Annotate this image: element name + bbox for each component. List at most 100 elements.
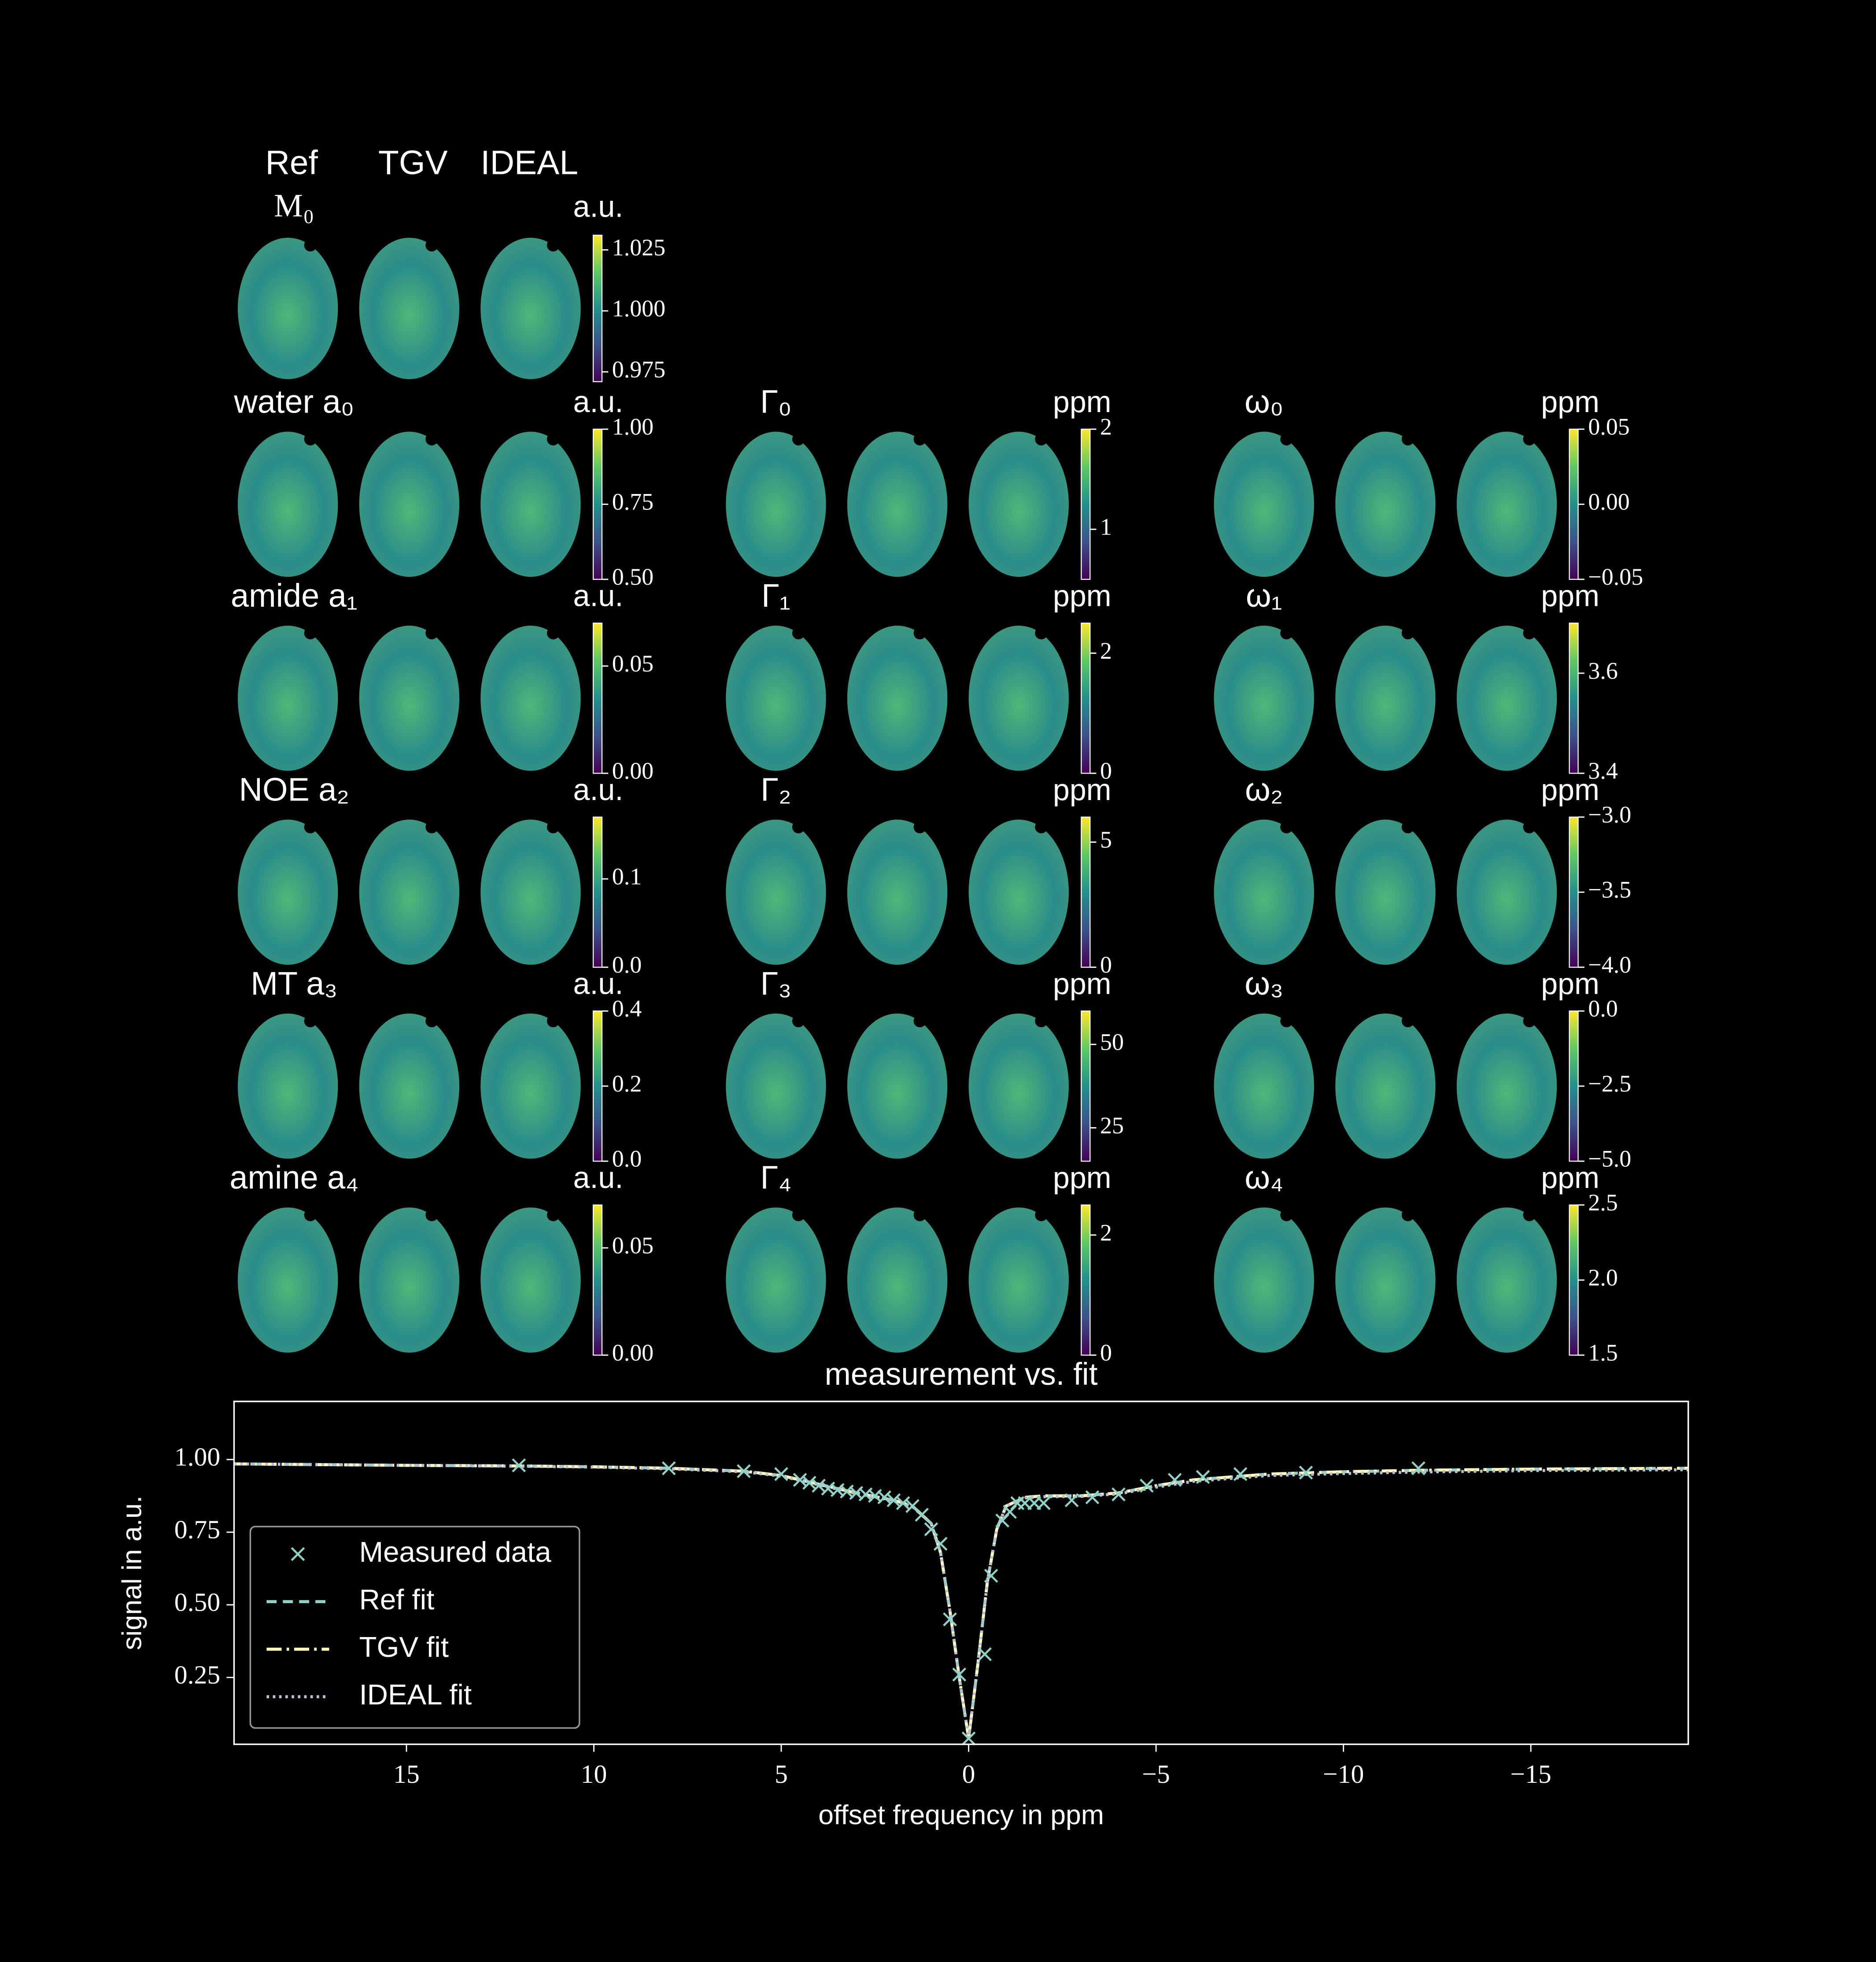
brain-map (968, 625, 1069, 771)
brain-notch (304, 239, 317, 252)
marker-stroke (1064, 1493, 1079, 1508)
map-title: amine a₄ (229, 1159, 358, 1195)
colorbar-tick-label: −5.0 (1588, 1146, 1631, 1172)
colorbar (1081, 428, 1091, 580)
map-unit: ppm (1541, 773, 1599, 807)
colorbar (1081, 1011, 1091, 1162)
colorbar (1569, 816, 1579, 968)
brain-map (237, 1013, 338, 1159)
brain-map (726, 1207, 826, 1353)
colorbar-tick-label: −3.0 (1588, 801, 1631, 828)
brain-map (968, 431, 1069, 577)
data-point (978, 1647, 992, 1661)
data-point (661, 1461, 676, 1475)
brain-map (480, 625, 581, 771)
colorbar-tick-label: 0.75 (612, 489, 654, 515)
chart-title: measurement vs. fit (825, 1357, 1098, 1392)
marker-stroke (886, 1493, 901, 1508)
colorbar (592, 428, 603, 580)
brain-map (1456, 625, 1557, 771)
marker-stroke (1085, 1490, 1100, 1505)
data-point (1233, 1467, 1248, 1481)
brain-notch (1280, 433, 1293, 446)
data-point (1036, 1496, 1051, 1510)
marker-stroke (793, 1473, 807, 1487)
colorbar-tick-label: 0.2 (612, 1070, 642, 1097)
brain-notch (425, 433, 438, 446)
brain-map (847, 625, 948, 771)
brain-map (1335, 1013, 1436, 1159)
map-title: M₀ (274, 188, 314, 224)
map-title: Γ₁ (761, 577, 790, 614)
data-point (774, 1467, 788, 1481)
map-unit: a.u. (573, 967, 624, 1000)
brain-notch (1523, 821, 1536, 833)
brain-map (237, 1207, 338, 1353)
map-unit: ppm (1541, 385, 1599, 419)
marker-stroke (1196, 1470, 1210, 1484)
data-point (737, 1464, 751, 1479)
brain-notch (1035, 821, 1048, 833)
x-tick-label: 15 (393, 1759, 420, 1789)
marker-stroke (1299, 1465, 1313, 1480)
colorbar (592, 816, 603, 968)
colorbar (1569, 623, 1579, 774)
brain-notch (1523, 1014, 1536, 1028)
data-point (812, 1479, 826, 1493)
column-header: TGV (378, 144, 448, 181)
marker-stroke (952, 1667, 967, 1682)
brain-map (1214, 431, 1314, 577)
brain-map (1456, 1207, 1557, 1353)
map-title: MT a₃ (251, 965, 337, 1002)
map-unit: ppm (1053, 1161, 1112, 1195)
brain-notch (913, 821, 927, 833)
brain-notch (913, 433, 927, 446)
data-point (802, 1475, 816, 1490)
map-title: NOE a₂ (239, 771, 349, 808)
colorbar-tick-label: 2 (1100, 1219, 1112, 1246)
marker-stroke (984, 1568, 998, 1583)
brain-map (1456, 431, 1557, 577)
data-point (915, 1508, 929, 1522)
brain-notch (1280, 627, 1293, 640)
colorbar (592, 623, 603, 774)
marker-stroke (915, 1508, 929, 1522)
brain-notch (304, 821, 317, 833)
colorbar (1081, 623, 1091, 774)
colorbar-tick-label: 2 (1100, 413, 1112, 440)
brain-map (480, 819, 581, 965)
data-point (1299, 1465, 1313, 1480)
colorbar-tick-label: −0.05 (1588, 564, 1643, 590)
map-title: Γ₀ (760, 383, 791, 420)
map-title: ω₄ (1245, 1159, 1283, 1195)
y-tick-label: 0.25 (174, 1660, 220, 1689)
colorbar-tick-label: 0.1 (612, 863, 642, 890)
brain-notch (1280, 821, 1293, 833)
colorbar-tick-label: 0.975 (612, 356, 665, 383)
brain-map (359, 625, 459, 771)
x-tick-label: 10 (581, 1759, 607, 1789)
brain-notch (1523, 433, 1536, 446)
colorbar-tick-label: 5 (1100, 826, 1112, 853)
map-unit: a.u. (573, 579, 624, 612)
brain-map (847, 1207, 948, 1353)
colorbar (1081, 1204, 1091, 1356)
brain-map (968, 1013, 1069, 1159)
brain-map (1456, 819, 1557, 965)
data-point (512, 1458, 526, 1472)
brain-map (726, 431, 826, 577)
colorbar (592, 235, 603, 382)
map-title: Γ₄ (761, 1159, 792, 1195)
brain-notch (547, 433, 560, 446)
map-title: Γ₃ (761, 965, 792, 1002)
data-point (924, 1522, 938, 1537)
colorbar-tick-label: 0.00 (1588, 489, 1629, 515)
brain-map (847, 819, 948, 965)
colorbar (1081, 816, 1091, 968)
map-unit: ppm (1053, 967, 1112, 1000)
brain-notch (913, 1209, 927, 1221)
legend-label: TGV fit (359, 1631, 449, 1663)
brain-notch (304, 433, 317, 446)
map-title: Γ₂ (761, 771, 791, 808)
